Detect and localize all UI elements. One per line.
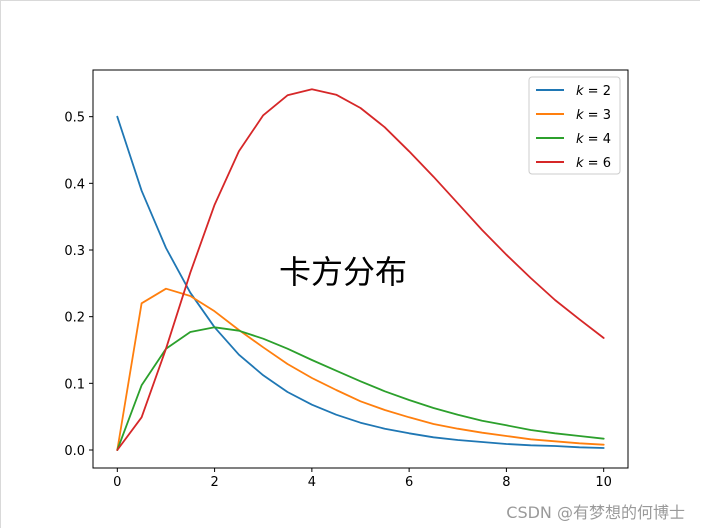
- legend-label-3: k = 4: [576, 132, 611, 147]
- x-tick-label: 2: [210, 475, 218, 490]
- y-tick-label: 0.3: [64, 244, 85, 259]
- x-tick-label: 10: [595, 475, 612, 490]
- chart-annotation: 卡方分布: [279, 253, 407, 291]
- x-tick-label: 4: [308, 475, 316, 490]
- axes-frame: [92, 69, 629, 469]
- y-tick-label: 0.0: [64, 444, 85, 459]
- legend-label-4: k = 6: [576, 156, 611, 171]
- legend-label-2: k = 3: [576, 108, 611, 123]
- y-tick-label: 0.1: [64, 377, 85, 392]
- x-tick-label: 0: [113, 475, 121, 490]
- x-tick-label: 6: [405, 475, 413, 490]
- series-line-2: [116, 287, 605, 451]
- x-axis: 0 2 4 6 8 10: [113, 468, 612, 490]
- y-tick-label: 0.4: [64, 177, 85, 192]
- y-tick-label: 0.5: [64, 111, 85, 126]
- legend-box: [528, 76, 621, 175]
- y-tick-label: 0.2: [64, 311, 85, 326]
- legend: k = 2 k = 3 k = 4 k = 6: [528, 76, 621, 175]
- series-line-4: [116, 88, 605, 451]
- x-tick-label: 8: [502, 475, 510, 490]
- series-line-3: [116, 326, 605, 451]
- legend-label-1: k = 2: [576, 84, 611, 99]
- series-line-1: [116, 115, 605, 449]
- watermark: CSDN @有梦想的何博士: [506, 503, 685, 522]
- series-layer: [116, 88, 605, 451]
- y-axis: 0.0 0.1 0.2 0.3 0.4 0.5: [64, 111, 93, 459]
- legend-entries: k = 2 k = 3 k = 4 k = 6: [536, 84, 611, 171]
